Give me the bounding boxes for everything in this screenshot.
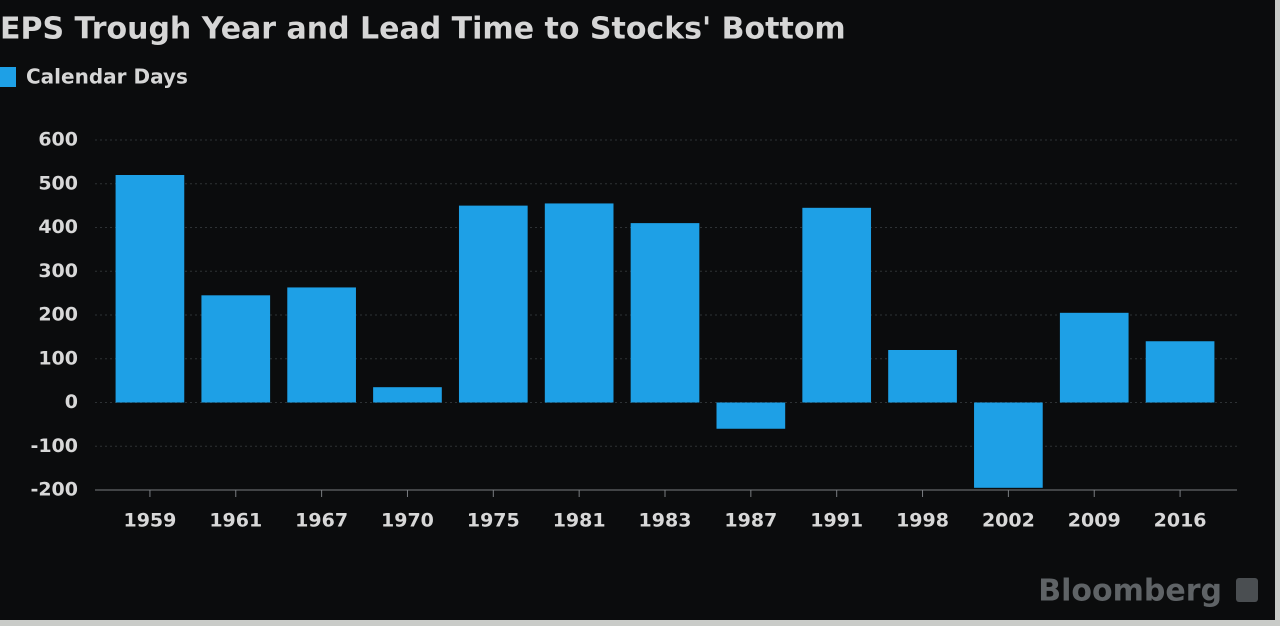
bar [1145, 341, 1215, 403]
y-tick-label: 0 [65, 391, 78, 413]
y-tick-label: 200 [38, 304, 78, 326]
source: Bloomberg [1038, 574, 1222, 609]
legend-swatch [0, 67, 16, 87]
x-tick-label: 1961 [209, 510, 262, 532]
x-tick-label: 1967 [295, 510, 348, 532]
bar [630, 223, 700, 403]
chart-title: EPS Trough Year and Lead Time to Stocks'… [0, 12, 846, 47]
bar [458, 205, 528, 403]
x-tick-label: 2016 [1154, 510, 1207, 532]
bar [888, 350, 957, 403]
y-tick-label: -200 [30, 479, 78, 501]
x-tick-label: 1959 [123, 510, 176, 532]
bar [974, 402, 1043, 488]
y-tick-label: 300 [38, 260, 78, 282]
x-tick-label: 2009 [1068, 510, 1121, 532]
bar [287, 287, 356, 403]
x-tick-label: 1975 [467, 510, 520, 532]
bar [802, 207, 872, 403]
x-tick-label: 1998 [896, 510, 949, 532]
bar [716, 402, 786, 429]
y-tick-label: 500 [38, 172, 78, 194]
y-tick-label: 100 [38, 347, 78, 369]
x-tick-label: 1983 [639, 510, 692, 532]
bar [115, 175, 185, 403]
x-tick-label: 1987 [724, 510, 777, 532]
bar [1059, 312, 1129, 403]
y-tick-label: 600 [38, 129, 78, 151]
x-tick-label: 2002 [982, 510, 1035, 532]
y-tick-label: 400 [38, 216, 78, 238]
bar [544, 203, 614, 403]
x-tick-label: 1991 [810, 510, 863, 532]
bar [373, 387, 442, 403]
legend-label: Calendar Days [26, 65, 188, 89]
x-tick-label: 1970 [381, 510, 434, 532]
x-tick-label: 1981 [553, 510, 606, 532]
y-tick-label: -100 [30, 435, 78, 457]
bar [201, 295, 271, 403]
logo-icon [1236, 578, 1258, 602]
